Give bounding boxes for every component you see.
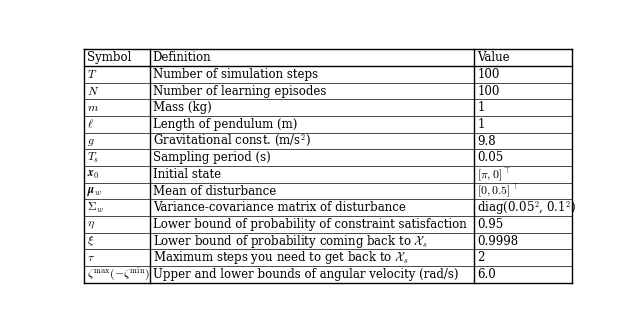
Text: 100: 100	[477, 85, 500, 98]
Text: $\ell$: $\ell$	[87, 118, 93, 131]
Text: $\boldsymbol{\Sigma}_w$: $\boldsymbol{\Sigma}_w$	[87, 201, 104, 215]
Text: Maximum steps you need to get back to $\mathcal{X}_s$: Maximum steps you need to get back to $\…	[153, 249, 409, 266]
Text: Initial state: Initial state	[153, 168, 221, 181]
Text: 0.05: 0.05	[477, 151, 504, 164]
Text: Gravitational const. (m/s$^2$): Gravitational const. (m/s$^2$)	[153, 133, 311, 149]
Text: Value: Value	[477, 51, 510, 64]
Text: 1: 1	[477, 101, 484, 114]
Text: $\boldsymbol{x}_0$: $\boldsymbol{x}_0$	[87, 168, 100, 181]
Text: $\boldsymbol{\mu}_w$: $\boldsymbol{\mu}_w$	[87, 184, 102, 197]
Text: 0.95: 0.95	[477, 218, 504, 231]
Text: 0.9998: 0.9998	[477, 234, 518, 248]
Text: 9.8: 9.8	[477, 135, 496, 147]
Text: Lower bound of probability coming back to $\mathcal{X}_s$: Lower bound of probability coming back t…	[153, 233, 428, 249]
Text: Number of simulation steps: Number of simulation steps	[153, 68, 318, 81]
Text: $\xi$: $\xi$	[87, 234, 94, 248]
Text: 1: 1	[477, 118, 484, 131]
Text: 2: 2	[477, 251, 484, 264]
Text: Symbol: Symbol	[87, 51, 131, 64]
Text: Length of pendulum (m): Length of pendulum (m)	[153, 118, 297, 131]
Text: $\eta$: $\eta$	[87, 218, 95, 231]
Text: $N$: $N$	[87, 85, 99, 98]
Text: $g$: $g$	[87, 135, 95, 147]
Text: Variance-covariance matrix of disturbance: Variance-covariance matrix of disturbanc…	[153, 201, 406, 214]
Text: Mean of disturbance: Mean of disturbance	[153, 184, 276, 197]
Text: $\tau$: $\tau$	[87, 251, 95, 264]
Text: Mass (kg): Mass (kg)	[153, 101, 212, 114]
Text: diag(0.05$^2$, 0.1$^2$): diag(0.05$^2$, 0.1$^2$)	[477, 199, 577, 217]
Text: $T$: $T$	[87, 68, 97, 81]
Text: Sampling period (s): Sampling period (s)	[153, 151, 271, 164]
Text: $m$: $m$	[87, 101, 99, 114]
Text: $[\pi, 0]^\top$: $[\pi, 0]^\top$	[477, 166, 512, 183]
Text: $[0, 0.5]^\top$: $[0, 0.5]^\top$	[477, 183, 520, 199]
Text: Definition: Definition	[153, 51, 211, 64]
Text: 100: 100	[477, 68, 500, 81]
Text: Lower bound of probability of constraint satisfaction: Lower bound of probability of constraint…	[153, 218, 467, 231]
Text: Upper and lower bounds of angular velocity (rad/s): Upper and lower bounds of angular veloci…	[153, 268, 458, 281]
Text: Number of learning episodes: Number of learning episodes	[153, 85, 326, 98]
Text: $\zeta^{\mathrm{max}}(-\zeta^{\mathrm{min}})$: $\zeta^{\mathrm{max}}(-\zeta^{\mathrm{mi…	[87, 266, 150, 283]
Text: 6.0: 6.0	[477, 268, 496, 281]
Text: $T_s$: $T_s$	[87, 151, 99, 165]
